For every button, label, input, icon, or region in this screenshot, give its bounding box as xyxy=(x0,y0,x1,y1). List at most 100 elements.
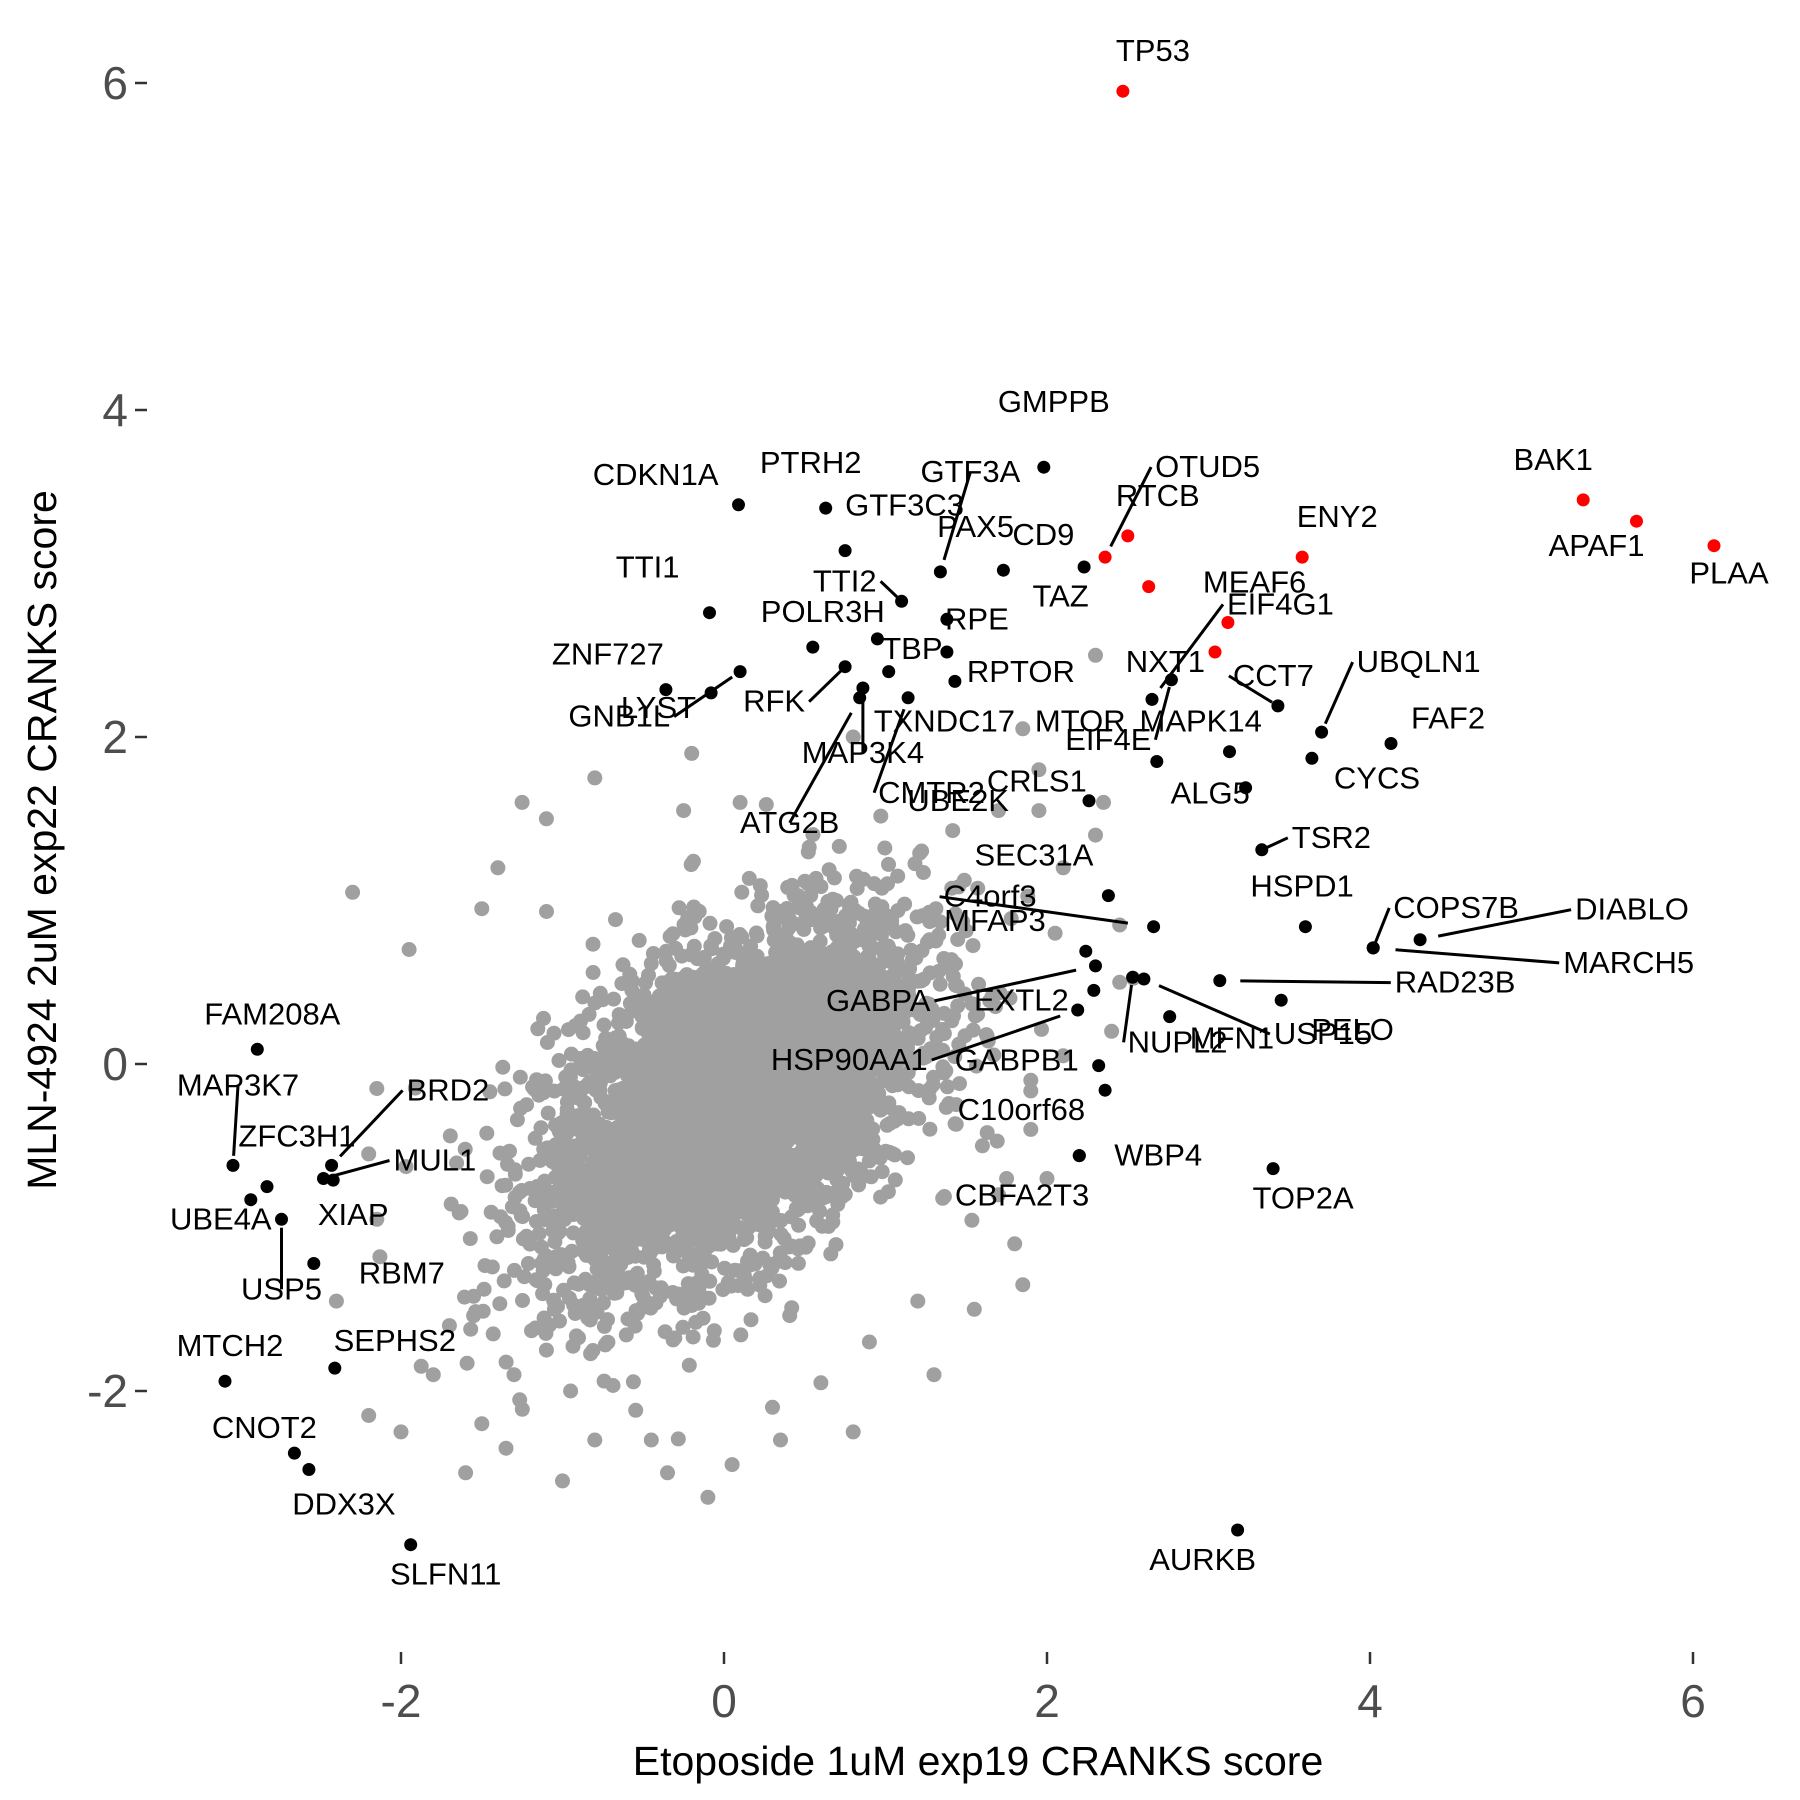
background-point xyxy=(489,1229,505,1245)
background-point xyxy=(563,1383,579,1399)
background-point xyxy=(685,1257,701,1273)
background-point xyxy=(401,942,417,957)
gene-label-rbm7: RBM7 xyxy=(359,1256,445,1291)
background-point xyxy=(527,1320,543,1336)
background-point xyxy=(441,1318,457,1334)
background-point xyxy=(951,879,966,895)
background-point xyxy=(625,1374,641,1390)
background-point xyxy=(536,1010,551,1026)
gene-label-mapk14: MAPK14 xyxy=(1140,704,1262,739)
gene-label-diablo: DIABLO xyxy=(1575,892,1689,927)
gene-label-rtcb: RTCB xyxy=(1116,478,1200,513)
background-point xyxy=(945,823,961,839)
background-point xyxy=(989,1133,1005,1149)
background-point xyxy=(762,1256,778,1272)
background-point xyxy=(539,1035,555,1050)
background-point xyxy=(535,1286,551,1302)
gene-point-slfn11 xyxy=(404,1538,418,1552)
gene-label-hsp90aa1: HSP90AA1 xyxy=(771,1042,928,1077)
background-point xyxy=(665,1332,681,1348)
background-point xyxy=(936,951,952,966)
gene-point-sec31a xyxy=(1101,889,1115,903)
background-point xyxy=(793,1167,809,1183)
background-point xyxy=(900,1065,916,1081)
background-point xyxy=(587,1051,603,1066)
background-point xyxy=(449,1155,465,1171)
leader-line xyxy=(931,1014,1061,1062)
leader-line xyxy=(1240,979,1391,985)
background-point xyxy=(702,1202,718,1218)
background-point xyxy=(765,918,781,934)
background-point xyxy=(844,980,860,996)
background-point xyxy=(922,932,938,948)
background-point xyxy=(749,963,765,979)
background-point xyxy=(852,1171,868,1187)
leader-line xyxy=(1323,661,1354,725)
background-point xyxy=(968,1058,984,1074)
gene-label-tp53: TP53 xyxy=(1116,33,1190,68)
background-point xyxy=(730,1031,746,1047)
gene-point-c10orf68 xyxy=(1098,1083,1112,1097)
background-point xyxy=(755,1067,771,1083)
background-point xyxy=(1023,1083,1039,1099)
background-point xyxy=(652,1048,668,1064)
leader-line xyxy=(331,1159,390,1178)
x-axis: -2 0 2 4 6 xyxy=(381,1652,1706,1727)
background-point xyxy=(819,1131,835,1146)
gene-label-c4orf3: C4orf3 xyxy=(944,879,1037,914)
background-point xyxy=(407,1080,423,1096)
background-point xyxy=(629,1122,645,1138)
background-point xyxy=(554,1206,570,1222)
background-point xyxy=(1104,1023,1120,1039)
background-point xyxy=(716,1079,732,1095)
gene-label-rptor: RPTOR xyxy=(967,654,1075,689)
background-point xyxy=(931,963,947,979)
background-point xyxy=(776,1171,792,1187)
gene-label-nxt1: NXT1 xyxy=(1126,644,1205,679)
background-point xyxy=(857,1003,872,1019)
background-point xyxy=(988,999,1003,1015)
background-point xyxy=(936,1026,952,1042)
background-point xyxy=(866,1141,882,1157)
gene-label-tti2: TTI2 xyxy=(813,563,877,598)
gene-label-faf2: FAF2 xyxy=(1411,701,1485,736)
background-point xyxy=(652,1073,667,1088)
background-point xyxy=(361,1408,377,1423)
background-point xyxy=(764,1204,780,1220)
gene-point-pelo xyxy=(1274,993,1288,1007)
background-point xyxy=(482,1084,498,1100)
gene-label-cycs: CYCS xyxy=(1334,760,1420,795)
background-point xyxy=(701,1290,717,1306)
background-point xyxy=(916,1045,932,1061)
background-point xyxy=(742,1219,758,1235)
background-point xyxy=(1088,827,1103,843)
background-point xyxy=(694,996,710,1012)
leader-line xyxy=(1109,466,1153,548)
background-point xyxy=(922,1121,938,1137)
background-point xyxy=(775,903,791,919)
background-point xyxy=(670,1431,686,1447)
background-point xyxy=(779,994,795,1009)
y-tick-label: 2 xyxy=(102,711,128,763)
gene-label-cnot2: CNOT2 xyxy=(212,1410,317,1445)
gene-label-cd9: CD9 xyxy=(1012,517,1074,552)
background-point xyxy=(827,1112,842,1128)
background-point xyxy=(991,1187,1006,1203)
background-point xyxy=(553,1115,569,1131)
background-point xyxy=(842,1060,857,1076)
gene-point-cbfa2t3 xyxy=(1072,1149,1086,1163)
background-point xyxy=(642,1245,658,1261)
background-point xyxy=(808,1049,824,1065)
background-point xyxy=(813,1375,829,1391)
background-point xyxy=(767,1109,782,1125)
gene-label-gtf3c3: GTF3C3 xyxy=(845,488,964,523)
background-point xyxy=(945,968,961,984)
gene-point-taz xyxy=(1142,580,1156,594)
y-tick-label: 6 xyxy=(102,57,128,109)
background-point xyxy=(529,1273,545,1289)
background-point xyxy=(621,1161,636,1177)
background-point xyxy=(740,1020,756,1036)
background-point xyxy=(811,961,827,977)
gene-point-diablo xyxy=(1413,933,1427,947)
background-point xyxy=(674,1008,690,1024)
